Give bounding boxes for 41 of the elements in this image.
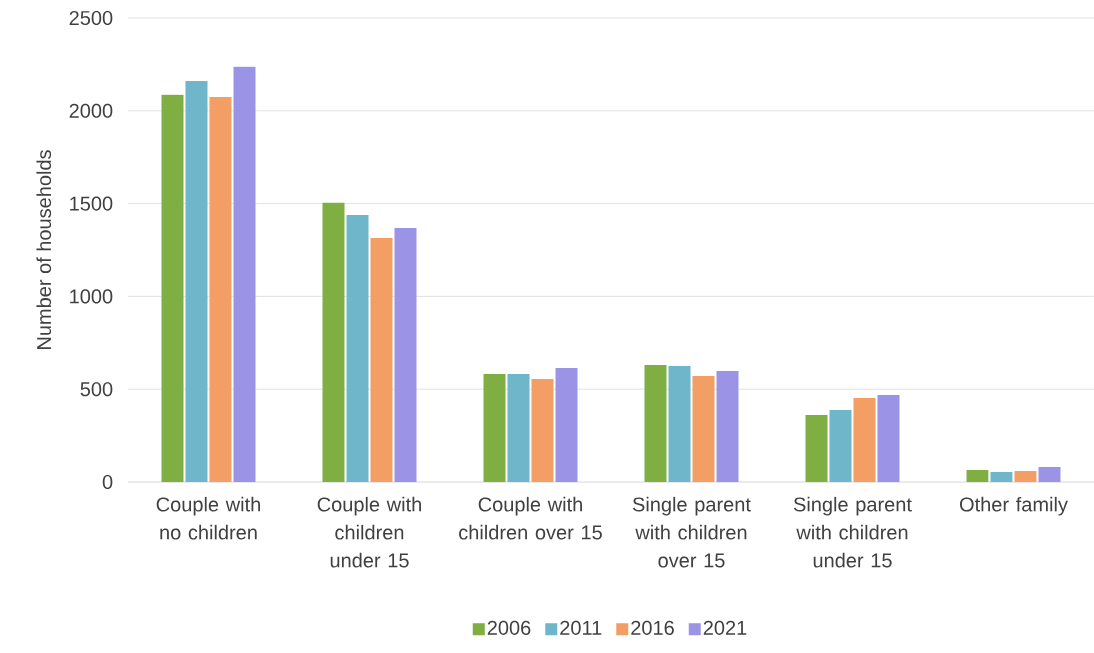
bar <box>1038 466 1061 482</box>
y-tick-label: 2000 <box>69 103 113 118</box>
y-tick-label: 1000 <box>70 289 113 304</box>
bar <box>990 471 1013 482</box>
x-tick-label: Couple with children under 15 <box>317 496 421 568</box>
bar <box>853 397 876 482</box>
legend-label: 2016 <box>631 620 674 635</box>
bar <box>805 415 828 482</box>
bar <box>185 80 208 482</box>
bar <box>531 378 554 482</box>
bar <box>161 94 184 482</box>
x-tick-label: Other family <box>959 496 1068 516</box>
bar <box>209 96 232 482</box>
y-tick-label: 0 <box>102 474 113 490</box>
bar <box>483 373 506 482</box>
legend-label: 2006 <box>487 620 531 635</box>
bar <box>877 394 900 482</box>
bar <box>394 227 417 482</box>
legend-label: 2021 <box>703 620 747 635</box>
x-tick-label: Couple with children over 15 <box>459 496 602 540</box>
bar <box>668 366 691 482</box>
y-tick-label: 500 <box>80 382 113 397</box>
legend-label: 2011 <box>560 620 602 635</box>
bar <box>716 371 739 482</box>
bar <box>644 364 667 482</box>
x-tick-label: Single parent with children over 15 <box>632 496 751 568</box>
y-axis-title: Number of households <box>36 150 52 349</box>
bar <box>1014 471 1037 482</box>
bar <box>692 376 715 482</box>
bar <box>322 202 345 482</box>
bar <box>507 373 530 482</box>
bar <box>555 368 578 482</box>
y-tick-label: 2500 <box>69 10 113 26</box>
bar <box>346 214 369 482</box>
bar <box>966 469 989 482</box>
x-tick-label: Single parent with children under 15 <box>793 496 912 568</box>
bar <box>829 409 852 482</box>
bar <box>370 237 393 482</box>
y-tick-label: 1500 <box>70 196 113 211</box>
x-tick-label: Couple with no children <box>156 496 260 540</box>
bar <box>233 66 256 482</box>
